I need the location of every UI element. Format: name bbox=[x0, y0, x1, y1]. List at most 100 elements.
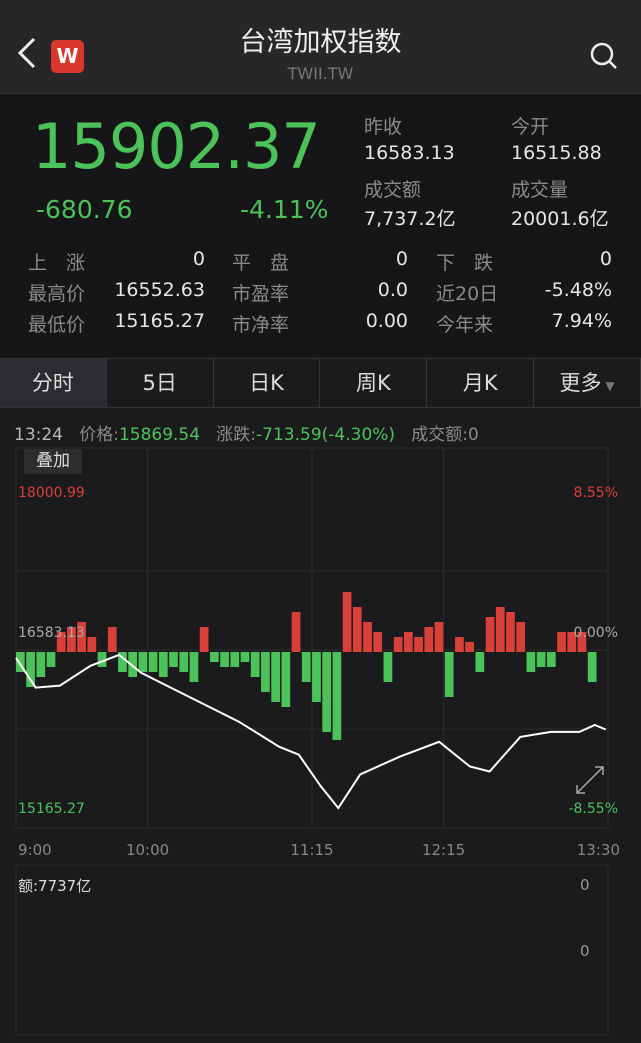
histogram-bar-down bbox=[220, 652, 229, 667]
pct-top-label: 8.55% bbox=[574, 485, 618, 501]
histogram-bar-up bbox=[363, 622, 372, 652]
tab-more[interactable]: 更多 ▼ bbox=[534, 359, 641, 407]
tab-intraday[interactable]: 分时 bbox=[0, 359, 107, 407]
histogram-bar-up bbox=[495, 607, 505, 652]
app-logo: W bbox=[51, 40, 84, 73]
overlay-button[interactable]: 叠加 bbox=[24, 449, 82, 474]
histogram-bar-down bbox=[383, 652, 393, 682]
histogram-bar-up bbox=[342, 592, 352, 652]
amount-label: 成交额: bbox=[411, 425, 469, 445]
price-change: -680.76 bbox=[36, 195, 133, 224]
stat-label: 市净率 bbox=[232, 314, 290, 336]
stat-value: 7.94% bbox=[551, 310, 612, 332]
current-price: 15902.37 bbox=[32, 110, 321, 183]
chart-tabs: 分时 5日 日K 周K 月K 更多 ▼ bbox=[0, 358, 641, 408]
histogram-bar-down bbox=[312, 652, 321, 702]
tab-more-label: 更多 bbox=[559, 371, 602, 395]
price-change-pct: -4.11% bbox=[240, 195, 329, 224]
crosshair-price: 15869.54 bbox=[118, 425, 201, 445]
histogram-bar-up bbox=[352, 607, 362, 652]
x-tick-label: 10:00 bbox=[126, 841, 169, 859]
histogram-bar-up bbox=[107, 627, 117, 652]
change-label: 涨跌: bbox=[216, 425, 257, 445]
histogram-bar-up bbox=[393, 637, 403, 652]
back-icon[interactable] bbox=[16, 36, 38, 70]
histogram-bar-down bbox=[118, 652, 127, 672]
histogram-bar-down bbox=[261, 652, 270, 692]
tab-5day[interactable]: 5日 bbox=[107, 359, 214, 407]
histogram-bar-down bbox=[26, 652, 35, 687]
prev-close-value: 16583.13 bbox=[364, 142, 455, 164]
stat-value: -5.48% bbox=[544, 279, 612, 301]
histogram-bar-down bbox=[240, 652, 250, 662]
histogram-bar-up bbox=[577, 632, 587, 652]
header: W 台湾加权指数 TWII.TW bbox=[0, 0, 641, 94]
histogram-bar-up bbox=[77, 622, 86, 652]
pct-mid-label: 0.00% bbox=[574, 625, 618, 641]
stat-value: 16552.63 bbox=[114, 279, 205, 301]
stat-label: 近20日 bbox=[436, 283, 499, 305]
histogram-bar-up bbox=[567, 632, 577, 652]
x-tick-label: 9:00 bbox=[18, 841, 52, 859]
histogram-bar-up bbox=[56, 632, 66, 652]
pct-bottom-label: -8.55% bbox=[568, 801, 618, 817]
histogram-bar-down bbox=[546, 652, 556, 667]
stat-label: 下 跌 bbox=[436, 252, 494, 274]
histogram-bar-down bbox=[322, 652, 332, 732]
crosshair-time: 13:24 bbox=[14, 425, 63, 445]
histogram-bar-up bbox=[516, 622, 526, 652]
histogram-bar-up bbox=[455, 637, 464, 652]
tab-daily-k[interactable]: 日K bbox=[214, 359, 321, 407]
histogram-bar-up bbox=[434, 622, 444, 652]
chevron-down-icon: ▼ bbox=[601, 379, 615, 393]
histogram-bar-up bbox=[373, 632, 383, 652]
histogram-bar-down bbox=[587, 652, 597, 682]
histogram-bar-up bbox=[557, 632, 566, 652]
histogram-bar-down bbox=[169, 652, 178, 667]
histogram-bar-up bbox=[424, 627, 434, 652]
histogram-bar-down bbox=[148, 652, 158, 672]
histogram-bar-down bbox=[475, 652, 485, 672]
sub-axis-bottom: 0 bbox=[580, 942, 590, 960]
turnover-value: 7,737.2亿 bbox=[364, 208, 456, 230]
histogram-bar-down bbox=[138, 652, 148, 672]
quote-panel bbox=[0, 95, 641, 357]
tab-weekly-k[interactable]: 周K bbox=[320, 359, 428, 407]
x-tick-label: 12:15 bbox=[422, 841, 465, 859]
histogram-bar-down bbox=[271, 652, 280, 702]
histogram-bar-down bbox=[210, 652, 219, 662]
price-line bbox=[15, 653, 607, 810]
crosshair-amount: 0 bbox=[468, 425, 479, 445]
y-bottom-label: 15165.27 bbox=[18, 801, 85, 817]
histogram-bar-up bbox=[465, 642, 474, 652]
histogram-bar-down bbox=[97, 652, 107, 667]
open-label: 今开 bbox=[511, 116, 550, 138]
open-value: 16515.88 bbox=[511, 142, 602, 164]
histogram-bar-down bbox=[189, 652, 199, 682]
amount-total: 额:7737亿 bbox=[18, 877, 92, 895]
stat-value: 0 bbox=[395, 248, 408, 270]
histogram-bar-down bbox=[179, 652, 189, 672]
tab-monthly-k[interactable]: 月K bbox=[427, 359, 535, 407]
histogram-bar-up bbox=[414, 637, 423, 652]
stat-label: 最高价 bbox=[28, 283, 86, 305]
sub-axis-top: 0 bbox=[580, 876, 590, 894]
price-label: 价格: bbox=[79, 425, 119, 445]
symbol: TWII.TW bbox=[287, 64, 354, 83]
histogram-bar-up bbox=[404, 632, 413, 652]
stat-label: 市盈率 bbox=[232, 283, 290, 305]
stat-value: 0 bbox=[192, 248, 205, 270]
search-icon[interactable] bbox=[589, 41, 619, 71]
intraday-chart[interactable]: 18000.99 16583.13 15165.27 8.55% 0.00% -… bbox=[0, 445, 641, 1043]
histogram-bar-down bbox=[36, 652, 46, 677]
stat-label: 今年来 bbox=[436, 314, 494, 336]
histogram-bar-down bbox=[301, 652, 311, 682]
sub-chart-border bbox=[15, 864, 609, 1036]
histogram-bar-up bbox=[506, 612, 515, 652]
histogram-bar-down bbox=[536, 652, 546, 667]
histogram-bar-down bbox=[332, 652, 342, 740]
histogram-bar-down bbox=[46, 652, 56, 667]
histogram-bar-up bbox=[485, 617, 495, 652]
expand-icon[interactable] bbox=[576, 766, 604, 794]
histogram-bar-down bbox=[444, 652, 454, 697]
